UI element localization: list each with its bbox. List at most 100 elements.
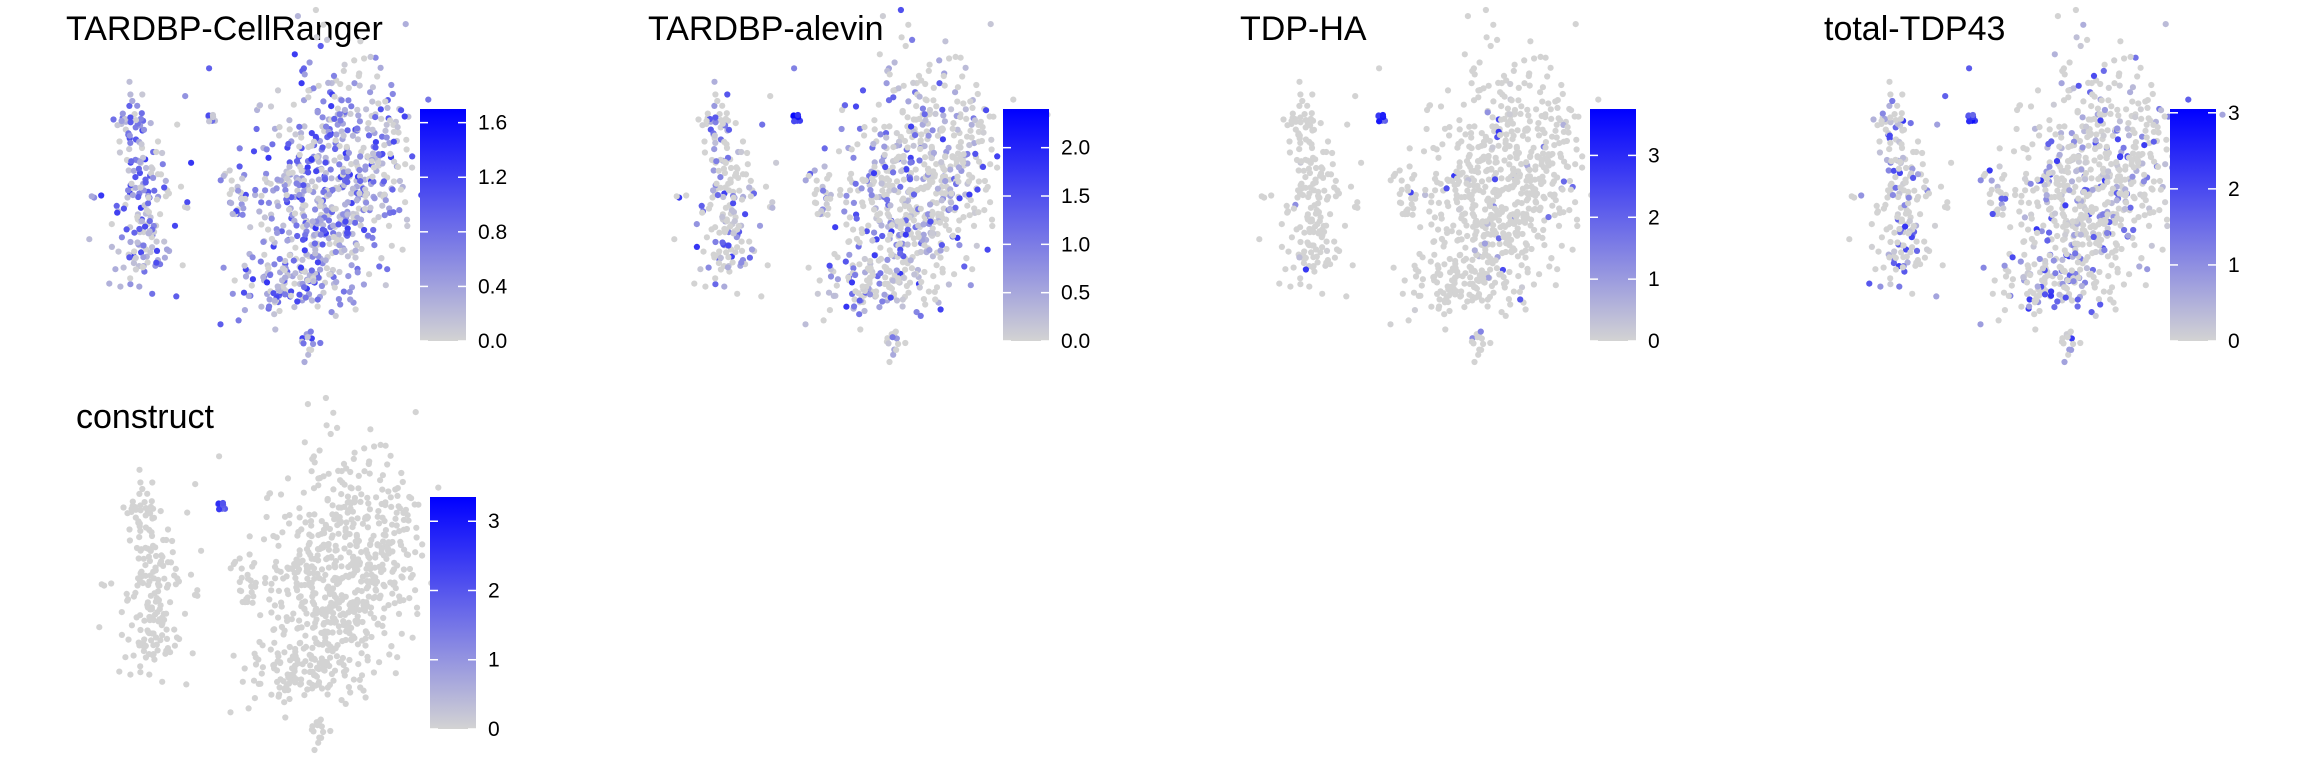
cell-point [1991, 277, 1998, 284]
cell-point [2090, 222, 2097, 229]
cell-point [1495, 217, 1502, 224]
cell-point [351, 80, 358, 87]
cell-point [385, 222, 393, 229]
cell-point [142, 572, 149, 579]
cell-point [344, 253, 351, 260]
cell-point [910, 79, 917, 86]
cell-point [272, 326, 279, 333]
cell-point [1526, 166, 1533, 174]
cell-point [380, 178, 387, 185]
cell-point [275, 653, 282, 660]
cell-point [2093, 278, 2100, 286]
cell-point [336, 659, 343, 666]
cell-point [1464, 13, 1471, 20]
cell-point [383, 121, 390, 128]
cell-point [334, 105, 341, 112]
cell-point [1308, 249, 1315, 256]
cell-point [1448, 228, 1455, 235]
cell-point [1530, 281, 1537, 288]
cell-point [826, 262, 833, 269]
cell-point [896, 240, 904, 247]
cell-point [375, 214, 382, 221]
cell-point [1467, 130, 1475, 137]
cell-point [1514, 253, 1521, 260]
cell-point [856, 297, 863, 304]
cell-point [886, 247, 893, 254]
cell-point [319, 226, 326, 233]
cell-point [827, 273, 835, 280]
cell-point [1399, 210, 1406, 218]
cell-point [885, 340, 892, 347]
cell-point [354, 566, 361, 574]
cell-point [2080, 98, 2087, 105]
umap-points [96, 394, 476, 754]
cell-point [260, 274, 267, 281]
cell-point [120, 504, 127, 511]
cell-point [297, 130, 305, 137]
cell-point [127, 671, 134, 678]
cell-point [402, 199, 409, 206]
cell-point [147, 120, 154, 127]
cell-point [331, 284, 338, 291]
cell-point [1524, 106, 1531, 113]
cell-point [307, 518, 315, 525]
cell-point [723, 249, 730, 256]
cell-point [830, 292, 837, 299]
cell-point [1288, 117, 1295, 125]
cell-point [163, 536, 170, 544]
cell-point [1895, 193, 1902, 201]
cell-point [286, 643, 293, 651]
cell-point [1539, 126, 1546, 133]
cell-point [404, 551, 412, 559]
cell-point [392, 486, 399, 493]
legend-tick-label: 1.2 [478, 166, 507, 189]
cell-point [1922, 193, 1929, 200]
cell-point [981, 177, 989, 185]
cell-point [375, 520, 383, 527]
cell-point [354, 599, 361, 606]
cell-point [699, 122, 706, 129]
cell-point [340, 621, 347, 629]
cell-point [352, 306, 359, 313]
cell-point [299, 236, 307, 243]
cell-point [967, 98, 974, 105]
cell-point [926, 61, 933, 68]
cell-point [2042, 274, 2049, 281]
cell-point [884, 256, 891, 263]
cell-point [377, 592, 384, 599]
cell-point [901, 203, 909, 210]
cell-point [714, 192, 722, 199]
cell-point [738, 259, 745, 266]
cell-point [2219, 111, 2226, 118]
cell-point [382, 197, 389, 204]
cell-point [2104, 253, 2111, 260]
cell-point [1452, 187, 1459, 194]
cell-point [843, 199, 850, 206]
cell-point [2046, 229, 2053, 236]
cell-point [964, 133, 971, 140]
cell-point [315, 158, 322, 165]
cell-point [738, 196, 746, 203]
cell-point [1456, 206, 1463, 213]
cell-point [2098, 97, 2105, 104]
cell-point [673, 193, 680, 200]
cell-point [353, 531, 360, 538]
cell-point [217, 177, 224, 184]
cell-point [1545, 159, 1552, 166]
cell-point [1501, 93, 1508, 100]
cell-point [945, 144, 952, 151]
cell-point [406, 565, 413, 573]
cell-point [266, 596, 273, 603]
cell-point [298, 582, 305, 589]
cell-point [1541, 217, 1548, 224]
color-legend: 0.00.40.81.21.6 [420, 109, 508, 353]
cell-point [1523, 197, 1530, 204]
cell-point [336, 242, 343, 249]
cell-point [980, 129, 987, 136]
cell-point [119, 110, 126, 117]
cell-point [154, 647, 161, 654]
cell-point [239, 598, 246, 606]
cell-point [325, 235, 332, 242]
cell-point [2088, 309, 2095, 316]
cell-point [1995, 317, 2002, 324]
